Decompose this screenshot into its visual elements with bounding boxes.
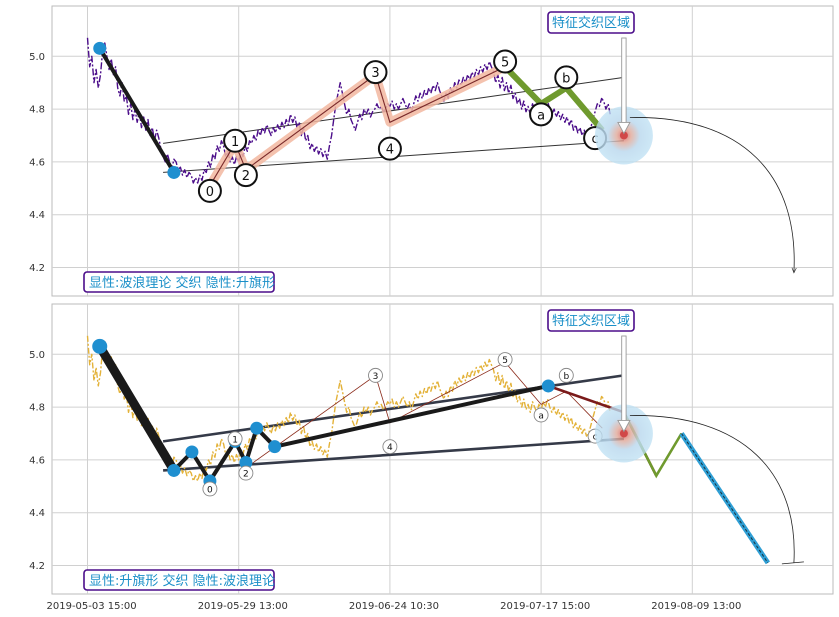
wave-label-text: 4 <box>387 443 393 453</box>
x-tick-label: 2019-05-29 13:00 <box>198 601 288 612</box>
wave-label-text: a <box>537 108 545 123</box>
plot-frame <box>51 5 834 297</box>
projection-arc <box>629 117 794 272</box>
wave-label-text: 2 <box>242 169 250 184</box>
x-tick-label: 2019-07-17 15:00 <box>500 601 590 612</box>
zone-arrow-shaft <box>621 37 627 123</box>
y-tick-label: 4.4 <box>29 210 45 221</box>
pivot-point <box>250 421 264 435</box>
price-series-line <box>86 37 611 184</box>
wave-label-text: 3 <box>371 66 379 81</box>
pivot-point <box>239 456 253 470</box>
zone-arrow-head <box>617 122 631 135</box>
wave-label-circle <box>493 49 518 74</box>
wave-label-circle <box>363 60 388 85</box>
caption-text: 显性:波浪理论 交织 隐性:升旗形 <box>89 275 275 291</box>
pivot-point <box>167 463 181 477</box>
wave-label-text: 0 <box>207 485 213 495</box>
wave-label-circle <box>533 407 549 423</box>
wave-label-text: 5 <box>501 56 509 71</box>
region-label-text: 特征交织区域 <box>552 15 630 31</box>
x-tick-label: 2019-08-09 13:00 <box>651 601 741 612</box>
pivot-point <box>93 41 107 55</box>
x-tick-label: 2019-05-03 15:00 <box>47 601 137 612</box>
wave-label-circle <box>223 128 248 153</box>
wave-label-circle <box>202 481 218 497</box>
y-tick-label: 4.2 <box>29 561 45 572</box>
y-tick-label: 5.0 <box>29 350 45 361</box>
region-label-text: 特征交织区域 <box>552 313 630 329</box>
wave-label-text: c <box>592 132 599 147</box>
zone-arrow-shaft <box>621 335 627 421</box>
wave-label-circle <box>197 178 222 203</box>
wave-label-text: c <box>593 433 598 443</box>
wave-label-circle <box>554 65 579 90</box>
y-tick-label: 4.8 <box>29 105 45 116</box>
x-tick-label: 2019-06-24 10:30 <box>349 601 439 612</box>
wave-label-text: 2 <box>243 470 249 480</box>
caption-text: 显性:升旗形 交织 隐性:波浪理论 <box>89 573 275 589</box>
zone-arrow-head <box>617 420 631 433</box>
y-tick-label: 4.6 <box>29 455 45 466</box>
wave-label-text: 4 <box>386 143 394 158</box>
y-tick-label: 4.8 <box>29 403 45 414</box>
wave-label-circle <box>238 465 254 481</box>
plot-frame <box>51 303 834 595</box>
caption-box <box>83 569 275 591</box>
wave-label-text: 0 <box>206 185 214 200</box>
y-tick-label: 4.6 <box>29 157 45 168</box>
pivot-point <box>268 440 282 454</box>
wave-label-circle <box>497 352 513 367</box>
wave-label-circle <box>529 102 554 127</box>
flag-lower-line <box>163 437 624 472</box>
y-tick-label: 5.0 <box>29 52 45 63</box>
abc-correction-line <box>502 64 605 133</box>
wave-label-text: 3 <box>373 372 379 382</box>
wave-label-text: 5 <box>502 356 508 366</box>
intersection-core <box>619 131 628 140</box>
flag-pole-line <box>95 341 179 475</box>
caption-box <box>83 271 275 293</box>
intersection-core <box>619 429 628 438</box>
wave-label-text: a <box>538 411 544 421</box>
projection-blue-dash <box>681 433 769 564</box>
wave-label-circle <box>233 163 258 188</box>
wave-label-text: 1 <box>231 135 239 150</box>
wave-label-circle <box>368 367 383 383</box>
wave-label-text: 1 <box>232 435 238 445</box>
pivot-point <box>92 338 108 354</box>
wave-label-text: b <box>563 372 569 382</box>
projection-arc <box>629 415 795 563</box>
region-label-box <box>547 11 635 34</box>
first-leg-line <box>97 47 176 174</box>
pivot-point <box>541 379 555 393</box>
wave-label-circle <box>382 439 398 455</box>
region-label-box <box>547 309 635 332</box>
pivot-point <box>167 165 181 179</box>
wave-label-circle <box>227 431 243 447</box>
y-tick-label: 4.4 <box>29 508 45 519</box>
pivot-point <box>185 445 199 459</box>
projection-arc-cap <box>781 561 804 565</box>
wave-label-text: b <box>562 71 570 86</box>
wave-label-circle <box>377 136 402 161</box>
wave-label-circle <box>558 367 574 383</box>
price-series-line <box>86 335 611 482</box>
y-tick-label: 4.2 <box>29 263 45 274</box>
